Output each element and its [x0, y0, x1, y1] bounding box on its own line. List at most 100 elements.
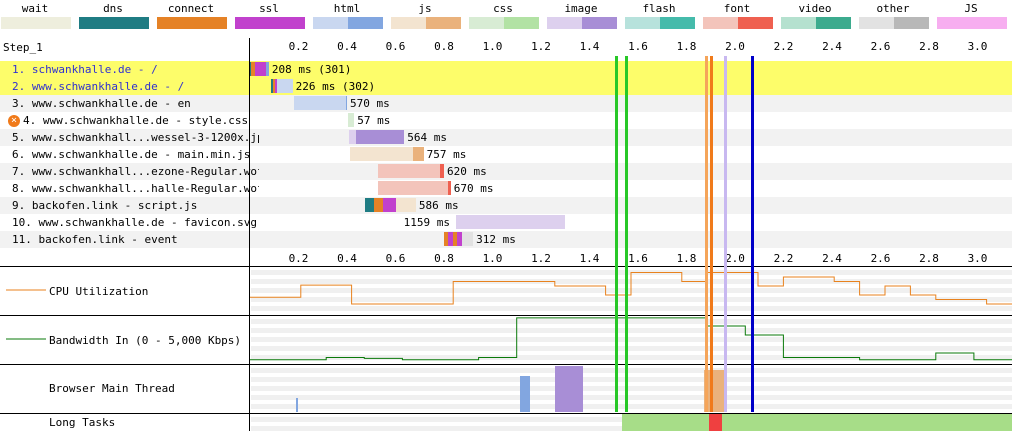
- request-row[interactable]: 2. www.schwankhalle.de - / 226 ms (302): [0, 78, 1012, 95]
- main-thread-label: Browser Main Thread: [49, 382, 175, 395]
- timing-segment: [365, 198, 375, 212]
- request-row[interactable]: 11. backofen.link - event 312 ms: [0, 231, 1012, 248]
- legend-item: html: [312, 0, 383, 30]
- legend-swatch: [235, 17, 305, 29]
- request-row[interactable]: 1. schwankhalle.de - / 208 ms (301): [0, 61, 1012, 78]
- legend-item: wait: [0, 0, 71, 30]
- legend-item: image: [546, 0, 617, 30]
- request-row[interactable]: 7. www.schwankhall...ezone-Regular.woff 6…: [0, 163, 1012, 180]
- axis-tick-label: 0.6: [385, 40, 406, 53]
- request-duration: 564 ms: [407, 131, 447, 144]
- main-thread-activity-block: [704, 370, 724, 412]
- timing-segment: [382, 198, 397, 212]
- request-row[interactable]: 9. backofen.link - script.js 586 ms: [0, 197, 1012, 214]
- axis-tick-label: 1.8: [676, 252, 697, 265]
- request-label[interactable]: 4. www.schwankhalle.de - style.css: [23, 114, 249, 127]
- graph-band: [251, 319, 1012, 324]
- axis-tick-label: 0.4: [337, 252, 357, 265]
- legend-swatch: [547, 17, 617, 29]
- request-label[interactable]: 1. schwankhalle.de - /: [12, 63, 158, 76]
- timing-segment: [251, 62, 255, 76]
- event-marker-line: [624, 56, 628, 412]
- request-label[interactable]: 9. backofen.link - script.js: [12, 199, 198, 212]
- timing-segment: [396, 198, 416, 212]
- legend-label: flash: [642, 2, 676, 15]
- timing-segment: [346, 96, 348, 110]
- long-task-blocking: [709, 414, 722, 431]
- request-duration: 1159 ms: [403, 216, 450, 229]
- legend-label: css: [493, 2, 513, 15]
- legend-item: other: [858, 0, 929, 30]
- request-label[interactable]: 11. backofen.link - event: [12, 233, 178, 246]
- timing-segment: [455, 215, 566, 229]
- axis-tick-label: 1.2: [531, 252, 551, 265]
- axis-tick-label: 1.2: [531, 40, 551, 53]
- timing-segment: [349, 147, 413, 161]
- axis-tick-label: 3.0: [967, 40, 988, 53]
- axis-tick-label: 2.8: [919, 40, 939, 53]
- request-duration: 312 ms: [476, 233, 516, 246]
- axis-tick-label: 3.0: [967, 252, 988, 265]
- request-row[interactable]: 10. www.schwankhalle.de - favicon.svg 115…: [0, 214, 1012, 231]
- timing-segment: [456, 232, 463, 246]
- axis-tick-label: 0.2: [288, 252, 309, 265]
- legend-label: other: [876, 2, 910, 15]
- timing-segment: [377, 164, 441, 178]
- request-duration: 586 ms: [418, 199, 459, 212]
- axis-tick-label: 2.0: [725, 40, 745, 53]
- request-row[interactable]: 6. www.schwankhalle.de - main.min.js 757 …: [0, 146, 1012, 163]
- graph-band: [251, 404, 1012, 409]
- request-row[interactable]: 5. www.schwankhall...wessel-3-1200x.jpg 5…: [0, 129, 1012, 146]
- request-duration: 757 ms: [426, 148, 467, 161]
- legend-label: video: [798, 2, 832, 15]
- event-marker-line: [724, 56, 728, 412]
- request-label[interactable]: 10. www.schwankhalle.de - favicon.svg: [12, 216, 258, 229]
- request-duration: 226 ms (302): [295, 80, 376, 93]
- legend-label: html: [333, 2, 361, 15]
- legend-label: font: [723, 2, 751, 15]
- timing-segment: [275, 79, 277, 93]
- timing-segment: [273, 79, 276, 93]
- time-axis-bottom: 0.2 0.4 0.6 0.8 1.0 1.2 1.4 1.6 1.8 2.0 2.2 2.4 2.6 2…: [250, 252, 1012, 268]
- timing-segment: [440, 164, 444, 178]
- legend-item: css: [468, 0, 539, 30]
- metrics-graphs: [0, 266, 1012, 431]
- bandwidth-line: [250, 317, 1012, 361]
- request-label[interactable]: 5. www.schwankhall...wessel-3-1200x.jpg: [12, 131, 259, 144]
- request-label[interactable]: 6. www.schwankhalle.de - main.min.js: [12, 148, 251, 161]
- graph-band: [251, 346, 1012, 351]
- request-label[interactable]: 7. www.schwankhall...ezone-Regular.woff: [12, 165, 259, 178]
- axis-tick-label: 1.4: [579, 40, 600, 53]
- timing-segment: [254, 62, 266, 76]
- legend-item: js: [390, 0, 461, 30]
- long-tasks-label: Long Tasks: [49, 416, 116, 429]
- request-label[interactable]: 2. www.schwankhalle.de - /: [12, 80, 185, 93]
- graph-band: [251, 386, 1012, 391]
- axis-tick-label: 1.0: [482, 40, 503, 53]
- time-axis-top: 0.2 0.4 0.6 0.8 1.0 1.2 1.4 1.6 1.8 2.0 2.2 2.4 2.6 2…: [250, 40, 1012, 56]
- legend-item: connect: [156, 0, 227, 30]
- graph-band: [251, 368, 1012, 373]
- request-label[interactable]: 8. www.schwankhall...halle-Regular.woff: [12, 182, 259, 195]
- request-label[interactable]: 3. www.schwankhalle.de - en: [12, 97, 191, 110]
- axis-tick-label: 0.4: [337, 40, 357, 53]
- legend-item: video: [780, 0, 851, 30]
- request-row[interactable]: 8. www.schwankhall...halle-Regular.woff 6…: [0, 180, 1012, 197]
- graph-band: [251, 395, 1012, 400]
- request-row[interactable]: 3. www.schwankhalle.de - en 570 ms: [0, 95, 1012, 112]
- axis-tick-label: 2.4: [822, 40, 842, 53]
- graph-band: [251, 306, 1012, 311]
- timing-segment: [355, 130, 405, 144]
- request-row[interactable]: × 4. www.schwankhalle.de - style.css 57 ms: [0, 112, 1012, 129]
- timing-segment: [276, 79, 293, 93]
- legend-swatch: [859, 17, 929, 29]
- legend-label: wait: [21, 2, 49, 15]
- event-marker-line: [615, 56, 619, 412]
- timing-segment: [412, 147, 424, 161]
- timing-segment: [444, 232, 449, 246]
- axis-tick-label: 0.8: [434, 40, 454, 53]
- main-thread-activity-block: [555, 366, 583, 412]
- cpu-utilization-line: [250, 272, 1012, 305]
- axis-tick-label: 2.6: [870, 252, 891, 265]
- axis-tick-label: 0.2: [288, 40, 309, 53]
